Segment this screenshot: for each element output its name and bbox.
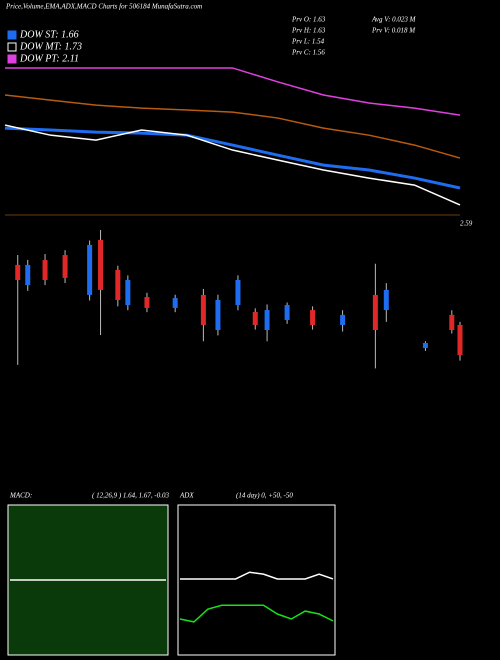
candle-body (235, 280, 241, 306)
info-text: Prv C: 1.56 (291, 49, 325, 57)
candle-body (144, 297, 150, 308)
candle-body (383, 289, 389, 311)
macd-title: MACD: (9, 492, 32, 500)
candle-body (98, 239, 104, 290)
level-label: 2.59 (460, 220, 473, 228)
candle-body (200, 294, 206, 325)
series-line (180, 571, 334, 580)
legend-label: DOW PT: 2.11 (19, 53, 79, 64)
candle-body (42, 260, 48, 281)
candle-body (172, 298, 178, 308)
series-line (5, 67, 461, 116)
series-line (4, 124, 461, 206)
candle-body (422, 342, 428, 349)
candle-body (449, 314, 455, 331)
chart-title: Price,Volume,EMA,ADX,MACD Charts for 506… (5, 3, 202, 11)
candle-body (457, 324, 463, 356)
adx-params: (14 day) 0, +50, -50 (236, 492, 293, 500)
candle-body (125, 280, 131, 306)
info-text: Avg V: 0.023 M (371, 16, 417, 24)
legend-swatch (7, 54, 17, 64)
info-text: Prv H: 1.63 (291, 27, 326, 35)
info-text: Prv O: 1.63 (291, 16, 326, 24)
adx-panel (177, 504, 336, 656)
adx-title: ADX (179, 492, 194, 500)
candle-body (340, 314, 346, 325)
macd-params: ( 12,26,9 ) 1.64, 1.67, -0.03 (92, 492, 169, 500)
candle-body (115, 269, 121, 300)
candle-body (310, 310, 316, 325)
series-line (4, 94, 461, 159)
candle-body (372, 294, 378, 331)
candle-body (87, 244, 93, 295)
series-line (179, 604, 334, 623)
candle-body (215, 299, 221, 331)
candle-body (264, 310, 270, 331)
candle-body (62, 255, 68, 278)
candle-body (284, 305, 290, 320)
info-text: Prv L: 1.54 (291, 38, 325, 46)
legend-swatch (7, 42, 17, 52)
info-text: Prv V: 0.018 M (371, 27, 416, 35)
candle-body (252, 311, 258, 325)
legend-label: DOW MT: 1.73 (19, 41, 82, 52)
candle-body (25, 264, 31, 286)
candle-body (15, 264, 21, 281)
legend-label: DOW ST: 1.66 (19, 29, 79, 40)
legend-swatch (7, 30, 17, 40)
series-line (4, 126, 461, 190)
